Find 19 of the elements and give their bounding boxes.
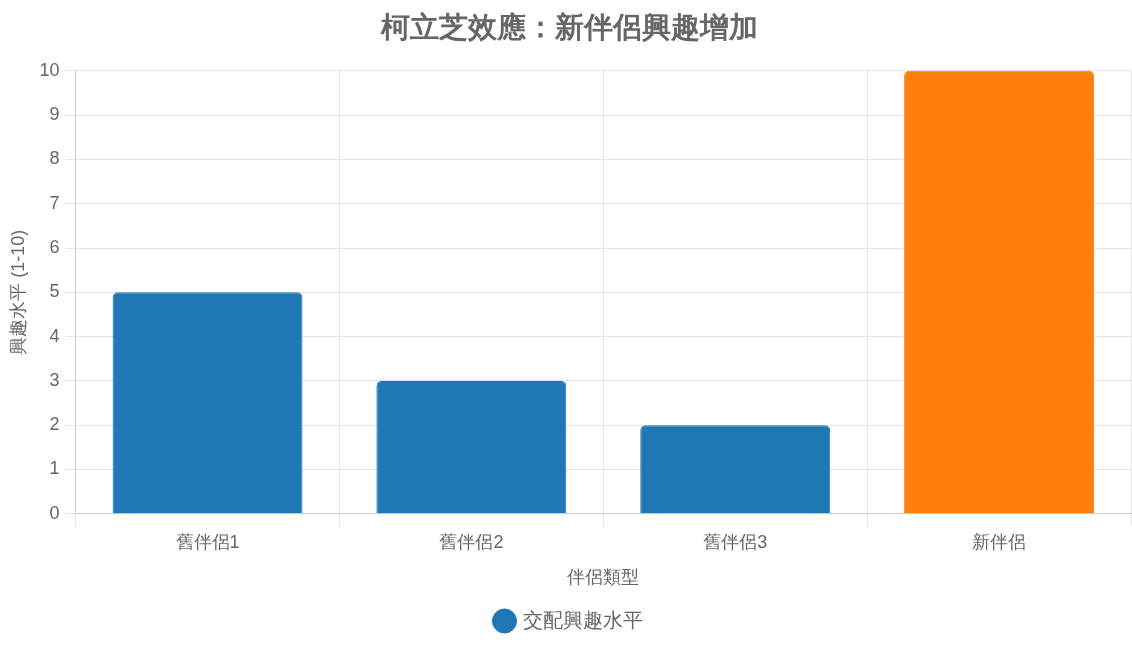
- y-tick-label: 4: [49, 325, 60, 346]
- y-tick-label: 3: [49, 369, 60, 390]
- y-tick-label: 8: [49, 148, 60, 169]
- x-tick-label: 舊伴侶3: [703, 531, 768, 552]
- x-tick-label: 舊伴侶1: [175, 531, 240, 552]
- y-tick-label: 5: [49, 281, 60, 302]
- y-tick-label: 7: [49, 192, 60, 213]
- y-tick-label: 2: [49, 414, 60, 435]
- y-tick-label: 1: [49, 458, 60, 479]
- y-tick-label: 0: [49, 502, 60, 523]
- y-axis-title: 興趣水平 (1-10): [7, 229, 28, 355]
- x-tick-label: 新伴侶: [972, 531, 1027, 552]
- y-tick-label: 6: [49, 236, 60, 257]
- x-tick-label: 舊伴侶2: [439, 531, 504, 552]
- chart-title: 柯立芝效應：新伴侶興趣增加: [380, 11, 758, 44]
- y-tick-label: 10: [39, 59, 60, 80]
- x-axis-title: 伴侶類型: [567, 567, 640, 588]
- y-tick-label: 9: [49, 104, 60, 125]
- legend-label: 交配興趣水平: [523, 608, 643, 631]
